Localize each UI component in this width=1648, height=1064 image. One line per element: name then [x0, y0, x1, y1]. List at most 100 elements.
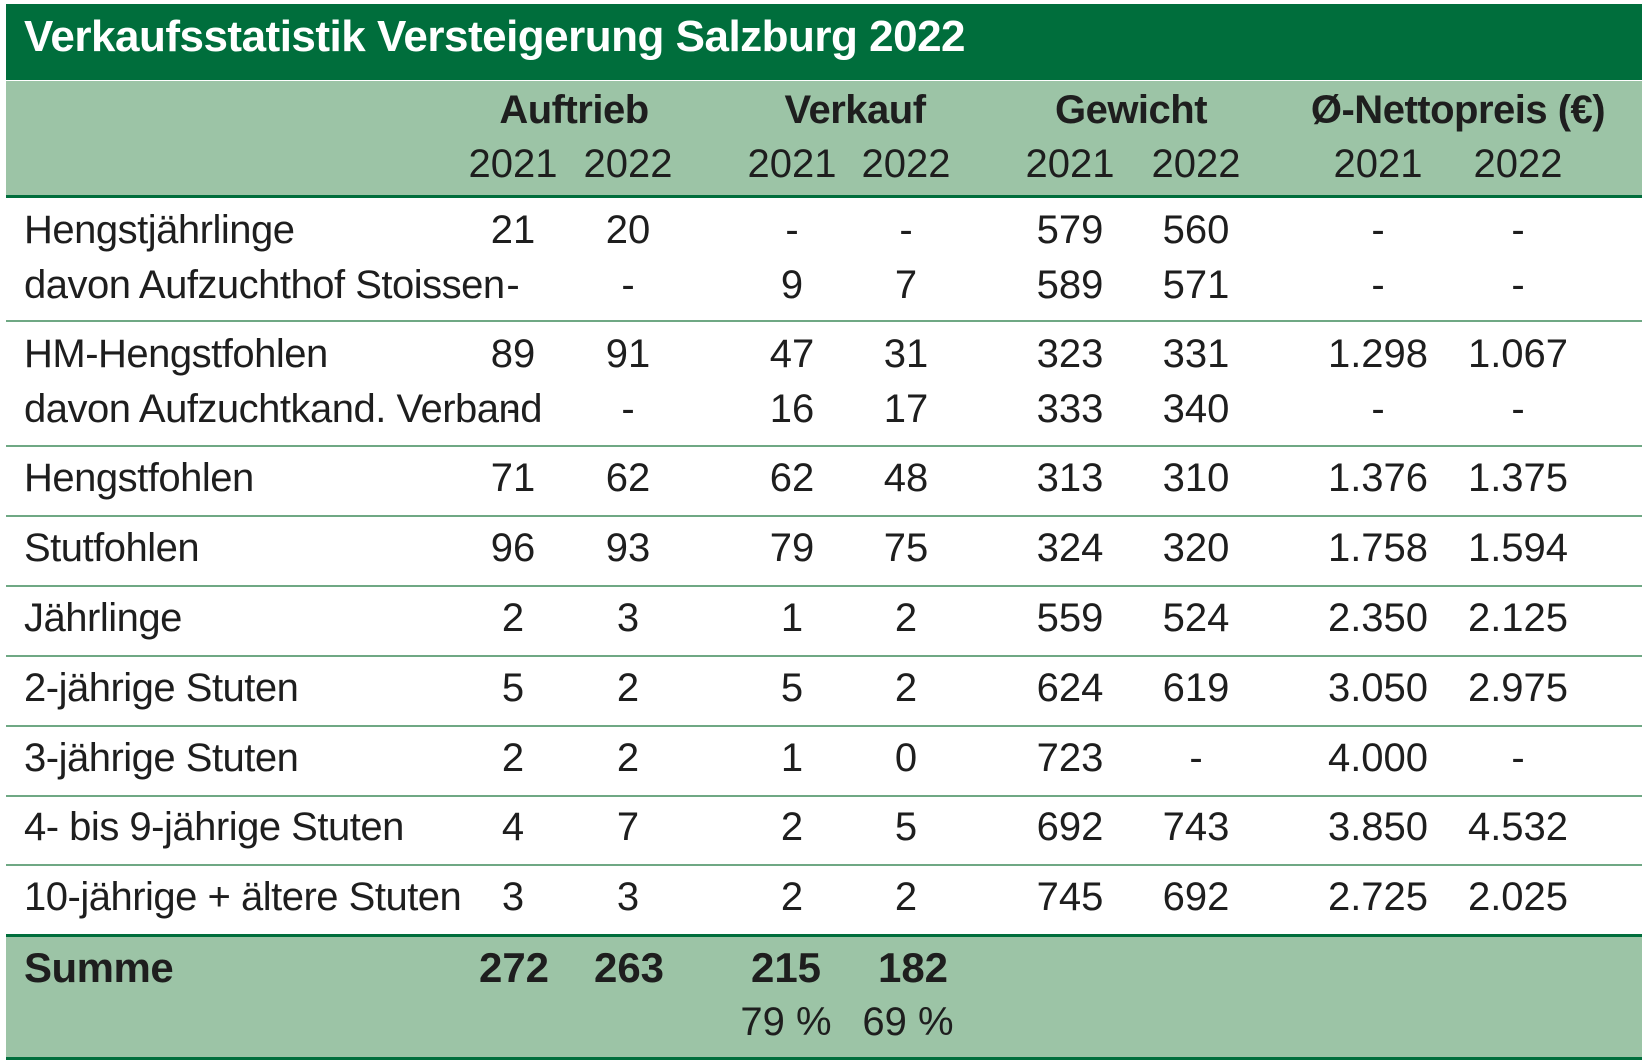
summary-value: 215	[750, 944, 822, 991]
row-separator	[6, 725, 1642, 727]
table-cell: 579	[1036, 208, 1104, 252]
table-cell: 93	[605, 526, 651, 570]
table-cell: -	[1189, 736, 1203, 780]
summary-value: 182	[877, 944, 949, 991]
table-cell: 2.975	[1467, 666, 1569, 710]
column-year-header: 2021	[468, 142, 558, 186]
table-cell: 2.025	[1467, 875, 1569, 919]
column-year-header: 2022	[861, 142, 951, 186]
table-cell: 320	[1162, 526, 1230, 570]
table-cell: -	[1511, 736, 1525, 780]
table-cell: 4	[501, 805, 525, 849]
table-cell: 7	[616, 805, 640, 849]
table-cell: 1.594	[1467, 526, 1569, 570]
column-year-header: 2021	[1025, 142, 1115, 186]
table-cell: 2	[780, 805, 804, 849]
table-cell: -	[1511, 263, 1525, 307]
table-cell: 3	[501, 875, 525, 919]
table-cell: 2	[894, 666, 918, 710]
table-cell: -	[1371, 208, 1385, 252]
row-separator	[6, 655, 1642, 657]
table-cell: 1.298	[1327, 332, 1429, 376]
table-cell: 3	[616, 875, 640, 919]
row-label: Stutfohlen	[24, 526, 200, 570]
table-cell: 5	[501, 666, 525, 710]
table-cell: 3.850	[1327, 805, 1429, 849]
table-cell: 71	[490, 456, 536, 500]
table-cell: 62	[605, 456, 651, 500]
table-cell: 2	[616, 736, 640, 780]
header-divider	[6, 195, 1642, 198]
table-cell: 20	[605, 208, 651, 252]
summary-label: Summe	[24, 944, 174, 991]
column-group-header: Ø-Nettopreis (€)	[1310, 88, 1606, 132]
table-cell: -	[506, 263, 520, 307]
table-cell: 17	[883, 387, 929, 431]
table-cell: 91	[605, 332, 651, 376]
table-cell: 1.375	[1467, 456, 1569, 500]
table-cell: 524	[1162, 596, 1230, 640]
table-cell: 2	[780, 875, 804, 919]
row-separator	[6, 864, 1642, 866]
table-cell: 1.067	[1467, 332, 1569, 376]
table-cell: 3	[616, 596, 640, 640]
summary-bottom-divider	[6, 1057, 1642, 1060]
header-band	[6, 81, 1642, 197]
table-cell: 2	[616, 666, 640, 710]
row-label: 2-jährige Stuten	[24, 666, 299, 710]
table-cell: 571	[1162, 263, 1230, 307]
table-cell: 331	[1162, 332, 1230, 376]
table-cell: 96	[490, 526, 536, 570]
summary-value: 263	[593, 944, 665, 991]
table-cell: 16	[769, 387, 815, 431]
row-separator	[6, 585, 1642, 587]
summary-percentage: 79 %	[740, 1000, 832, 1044]
table-cell: 1.376	[1327, 456, 1429, 500]
table-cell: 1.758	[1327, 526, 1429, 570]
table-cell: 75	[883, 526, 929, 570]
table-cell: 333	[1036, 387, 1104, 431]
table-cell: 324	[1036, 526, 1104, 570]
table-cell: 31	[883, 332, 929, 376]
column-year-header: 2022	[1151, 142, 1241, 186]
row-separator	[6, 320, 1642, 322]
table-cell: 692	[1162, 875, 1230, 919]
table-cell: 3.050	[1327, 666, 1429, 710]
table-cell: 0	[894, 736, 918, 780]
column-year-header: 2022	[1473, 142, 1563, 186]
column-group-header: Auftrieb	[499, 88, 649, 132]
table-cell: 4.532	[1467, 805, 1569, 849]
table-cell: 559	[1036, 596, 1104, 640]
table-cell: 62	[769, 456, 815, 500]
row-label: HM-Hengstfohlen	[24, 332, 328, 376]
row-separator	[6, 445, 1642, 447]
row-label: Hengstfohlen	[24, 456, 254, 500]
summary-top-divider	[6, 934, 1642, 937]
table-cell: 2.350	[1327, 596, 1429, 640]
column-year-header: 2021	[1333, 142, 1423, 186]
table-cell: 313	[1036, 456, 1104, 500]
table-cell: -	[1371, 387, 1385, 431]
row-label: 4- bis 9-jährige Stuten	[24, 805, 404, 849]
row-label: Hengstjährlinge	[24, 208, 295, 252]
table-cell: -	[1371, 263, 1385, 307]
table-cell: 47	[769, 332, 815, 376]
table-cell: 619	[1162, 666, 1230, 710]
table-cell: 692	[1036, 805, 1104, 849]
table-cell: 1	[780, 596, 804, 640]
table-cell: -	[1511, 387, 1525, 431]
table-cell: -	[1511, 208, 1525, 252]
table-cell: 310	[1162, 456, 1230, 500]
table-cell: -	[621, 263, 635, 307]
table-cell: -	[785, 208, 799, 252]
row-label: 10-jährige + ältere Stuten	[24, 875, 462, 919]
row-separator	[6, 795, 1642, 797]
row-label: davon Aufzuchtkand. Verband	[24, 387, 543, 431]
table-cell: 624	[1036, 666, 1104, 710]
table-cell: 5	[894, 805, 918, 849]
table-cell: 743	[1162, 805, 1230, 849]
row-label: Jährlinge	[24, 596, 182, 640]
table-cell: -	[621, 387, 635, 431]
row-label: davon Aufzuchthof Stoissen	[24, 263, 505, 307]
title-bar	[6, 4, 1642, 80]
